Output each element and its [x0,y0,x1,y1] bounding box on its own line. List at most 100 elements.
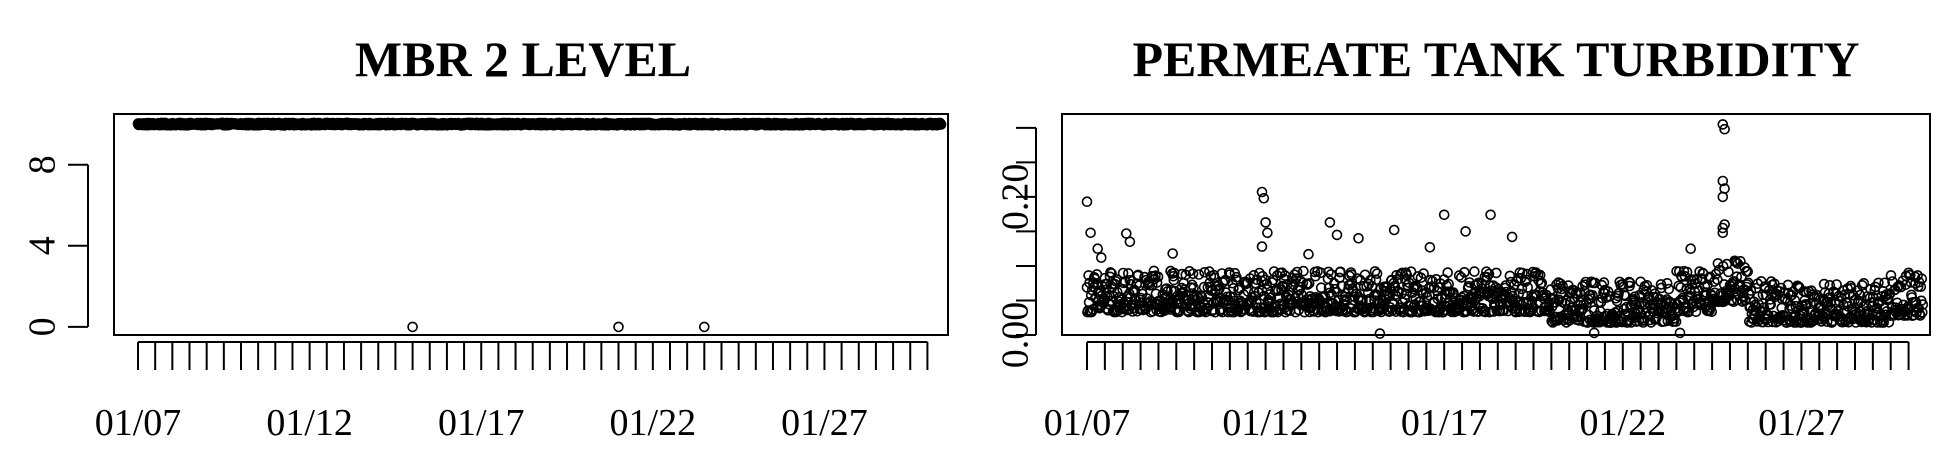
data-point [1302,279,1313,290]
outlier-point [1256,241,1268,252]
data-point [1453,270,1465,281]
outlier-point [1717,119,1729,130]
outlier-point [1374,328,1386,339]
x-tick-label: 01/12 [266,402,353,444]
data-point [1315,267,1326,279]
x-tick-label: 01/07 [95,402,182,444]
data-point [1789,294,1801,306]
data-point [1483,268,1495,280]
data-point [1152,271,1164,283]
data-point [1105,267,1116,278]
y-axis: 0.00 0.20 [995,126,1037,369]
x-axis: 01/07 01/12 01/17 01/22 01/27 [95,341,929,444]
data-point [1209,306,1221,318]
outlier-point [1460,226,1471,237]
data-point [1752,291,1764,302]
data-point [1201,302,1212,314]
y-tick-label: 0 [22,317,64,336]
outlier-point [1903,267,1914,279]
data-point [1856,279,1868,291]
data-point [1916,273,1928,285]
data-point [1587,289,1598,301]
data-point [1286,298,1298,309]
chart-mbr2-level: MBR 2 LEVEL 01/07 01/12 01/17 01/22 01/27 0 4… [22,31,949,444]
data-point [1758,302,1770,313]
data-point [1370,274,1382,286]
data-point [935,119,947,130]
data-point [1885,270,1897,281]
data-point [1276,267,1288,279]
data-point [1765,299,1776,310]
data-point [1538,289,1549,301]
data-point [1469,266,1480,277]
data-point [1878,302,1890,314]
data-point [1805,317,1817,328]
outlier-point [1256,186,1268,198]
outlier-point [1485,209,1496,221]
data-point [1629,291,1641,303]
chart-permeate-tank-turbidity: PERMEATE TANK TURBIDITY 01/07 01/12 01/17 0… [995,31,1931,444]
x-tick-label: 01/22 [1580,402,1667,444]
outlier-point [1260,217,1271,228]
outlier-point [1167,248,1178,259]
data-point [1123,268,1134,279]
data-point [1879,277,1890,289]
data-point [1845,282,1857,294]
plot-frame [1061,113,1931,336]
plot-frame [113,113,949,336]
data-point [1448,287,1459,298]
data-point [1905,269,1916,281]
data-point [1191,290,1203,302]
data-point [1335,266,1346,278]
x-tick-label: 01/17 [438,402,525,444]
data-point [1762,316,1774,328]
data-point [1151,277,1163,288]
outlier-point [1262,227,1273,239]
y-tick-label: 0.00 [995,302,1037,369]
data-point [1598,277,1610,288]
data-point [1263,294,1274,306]
outlier-point [1717,227,1729,239]
outlier-point [1096,252,1107,263]
data-point [1418,268,1429,279]
outlier-point [1331,229,1343,241]
data-point [1730,257,1742,268]
data-point [1371,268,1383,279]
outlier-point [1424,242,1436,253]
outlier-point [1438,209,1450,221]
data-point [1858,277,1870,289]
data-point [1522,282,1533,293]
outlier-point [1092,243,1103,254]
data-point [1821,316,1833,328]
data-point [1745,285,1757,296]
data-point [1303,278,1315,289]
data-point [1619,289,1630,301]
x-tick-label: 01/27 [1758,402,1845,444]
y-tick-label: 8 [22,155,64,174]
data-point [1527,291,1538,303]
data-point [1726,294,1738,306]
outlier-point [1124,236,1136,248]
outlier-point [1324,217,1336,228]
y-tick-label: 0.20 [995,164,1037,231]
data-point [1663,283,1675,295]
outlier-point [613,321,624,333]
x-tick-label: 01/22 [610,402,697,444]
y-tick-label: 4 [22,236,64,255]
data-point [1168,274,1180,286]
outlier-point [1303,248,1314,260]
data-point [1625,317,1637,328]
data-points [132,117,947,333]
outlier-point [1506,231,1518,243]
data-point [1611,295,1623,307]
data-point [1661,277,1673,289]
data-point [1602,286,1614,297]
x-tick-label: 01/27 [781,402,868,444]
data-points [1081,119,1929,339]
data-point [1323,266,1334,278]
data-point [1915,281,1927,293]
data-point [1365,274,1376,286]
data-point [1187,268,1199,280]
data-point [1442,267,1453,278]
